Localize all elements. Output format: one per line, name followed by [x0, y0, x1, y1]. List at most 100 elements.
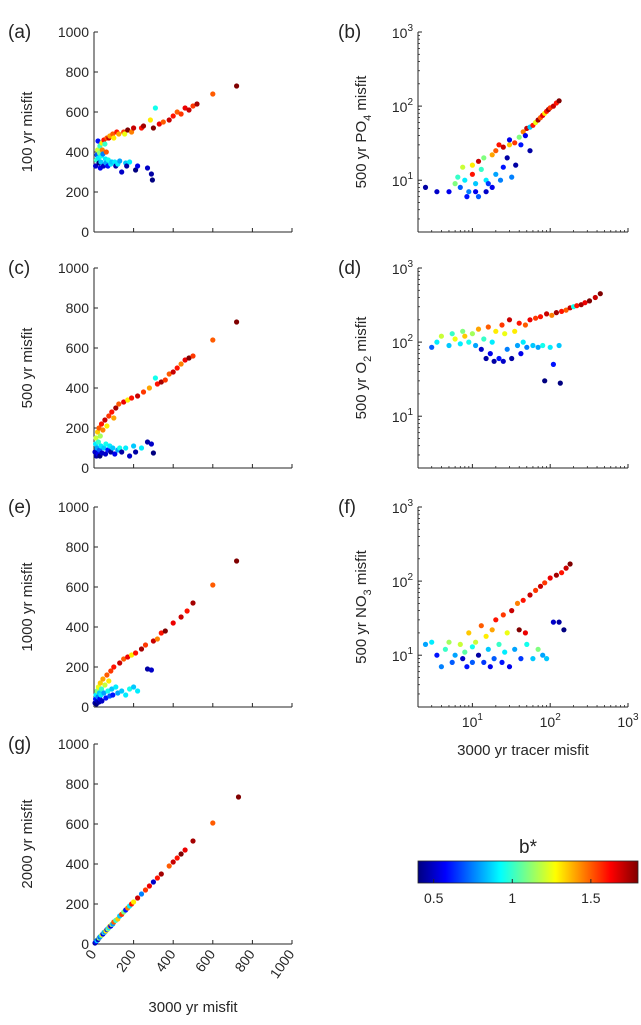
- data-point: [449, 659, 455, 666]
- panel-label: (e): [8, 497, 31, 518]
- data-point: [129, 395, 135, 401]
- data-point: [119, 169, 125, 175]
- data-point: [149, 177, 155, 183]
- data-point: [97, 433, 103, 439]
- panel-d: 101 102 103 (d) 500 yr O2 misfit: [338, 258, 629, 469]
- y-tick-label: 102: [392, 572, 414, 590]
- data-point: [434, 339, 440, 345]
- data-point: [473, 342, 479, 349]
- data-point: [148, 171, 154, 177]
- y-tick-label: 800: [66, 64, 90, 80]
- data-point: [469, 659, 475, 666]
- data-point: [559, 308, 565, 314]
- y-tick-label: 400: [66, 144, 90, 160]
- data-point: [452, 652, 458, 658]
- y-tick-label: 103: [392, 23, 414, 41]
- data-point: [131, 684, 137, 690]
- y-tick-label: 200: [66, 420, 90, 436]
- data-point: [442, 646, 448, 652]
- y-tick-label: 400: [66, 856, 90, 872]
- y-tick-label: 600: [66, 579, 90, 595]
- data-point: [133, 449, 139, 455]
- panel-label: (a): [8, 22, 31, 43]
- data-point: [524, 344, 530, 350]
- data-point: [550, 361, 557, 367]
- data-point: [422, 184, 429, 190]
- data-point: [553, 310, 560, 316]
- data-point: [140, 123, 147, 129]
- data-point: [422, 641, 429, 648]
- data-point: [116, 131, 122, 137]
- data-point: [123, 445, 129, 451]
- data-point: [574, 303, 580, 309]
- x-axis-label: 3000 yr tracer misfit: [457, 742, 590, 759]
- data-point: [438, 664, 444, 670]
- data-point: [462, 177, 468, 183]
- x-tick-label: 101: [462, 712, 484, 730]
- data-point: [119, 688, 125, 694]
- data-point: [127, 159, 133, 165]
- data-point: [537, 583, 544, 589]
- data-point: [483, 189, 489, 195]
- panel-label: (c): [8, 258, 30, 279]
- data-point: [452, 181, 458, 187]
- data-point: [485, 181, 491, 187]
- data-point: [493, 171, 499, 177]
- data-point: [104, 672, 110, 678]
- y-tick-label: 102: [392, 333, 414, 351]
- data-point: [446, 639, 452, 645]
- data-point: [434, 189, 440, 195]
- data-point: [190, 103, 196, 109]
- data-point: [509, 608, 515, 614]
- data-point: [452, 336, 458, 342]
- data-point: [182, 357, 188, 363]
- data-point: [509, 174, 515, 180]
- data-point: [475, 158, 482, 164]
- data-point: [146, 883, 152, 889]
- data-point: [110, 445, 116, 451]
- data-point: [473, 189, 479, 195]
- data-point: [156, 121, 162, 127]
- data-point: [527, 317, 533, 323]
- panel-b: 101 102 103 (b) 500 yr PO4 misfit: [338, 22, 629, 233]
- data-point: [457, 341, 463, 347]
- y-axis-label: 500 yr NO3 misfit: [353, 549, 374, 663]
- data-point: [109, 409, 115, 415]
- data-point: [144, 666, 151, 672]
- data-point: [582, 300, 588, 306]
- data-point: [178, 614, 184, 620]
- x-axis-label: 3000 yr misfit: [148, 999, 238, 1016]
- data-point: [504, 155, 510, 161]
- data-point: [497, 177, 504, 183]
- data-point: [131, 125, 137, 131]
- data-point: [105, 688, 111, 694]
- data-point: [113, 405, 119, 411]
- data-point: [190, 353, 196, 359]
- data-point: [102, 141, 108, 147]
- data-point: [103, 441, 109, 447]
- data-point: [186, 107, 192, 113]
- colorbar-tick-label: 1: [508, 890, 516, 906]
- data-point: [506, 317, 513, 323]
- data-point: [561, 627, 567, 633]
- data-point: [158, 630, 164, 636]
- data-point: [460, 164, 466, 170]
- data-point: [522, 630, 529, 636]
- y-tick-label: 0: [81, 224, 89, 240]
- data-point: [121, 399, 127, 405]
- y-tick-label: 103: [392, 498, 414, 516]
- data-point: [97, 680, 103, 686]
- data-point: [485, 646, 491, 652]
- data-point: [506, 137, 513, 143]
- data-point: [115, 690, 121, 696]
- data-point: [518, 142, 524, 148]
- data-point: [460, 328, 466, 334]
- data-point: [553, 572, 560, 578]
- data-point: [550, 619, 557, 625]
- data-point: [138, 445, 145, 451]
- data-point: [182, 847, 188, 853]
- data-point: [586, 298, 593, 304]
- data-point: [446, 189, 452, 195]
- data-point: [150, 638, 156, 644]
